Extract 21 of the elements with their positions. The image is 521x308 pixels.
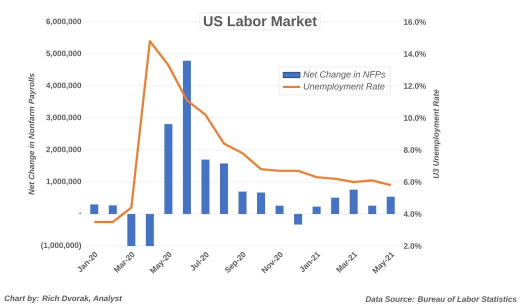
chart-title: US Labor Market: [204, 16, 317, 26]
line-series: [93, 40, 392, 224]
legend-label: Net Change in NFPs: [303, 70, 386, 80]
bar: [257, 192, 266, 214]
bar: [146, 214, 154, 246]
bar: [368, 206, 376, 214]
legend-label: Unemployment Rate: [304, 82, 385, 92]
bar: [127, 214, 136, 246]
bar: [182, 60, 191, 214]
bar: [350, 190, 358, 214]
bar: [276, 206, 284, 214]
bar: [331, 198, 340, 214]
bar: [312, 206, 321, 214]
bar: [386, 196, 395, 214]
bar: [90, 204, 98, 214]
bar: [238, 192, 247, 214]
bar: [164, 124, 172, 214]
bar: [294, 214, 302, 225]
bar: [201, 160, 210, 214]
bar: [108, 205, 117, 214]
bar: [220, 163, 228, 214]
